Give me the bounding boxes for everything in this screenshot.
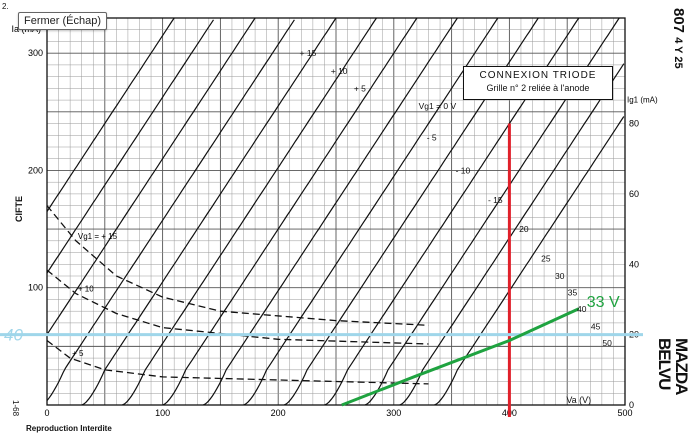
x-tick-label: 500 [617,408,632,418]
grid-current-curve [46,205,429,326]
curve-label: Vg1 = 0 V [419,101,457,111]
y-tick-label: 100 [28,283,43,293]
grid-current-curves [46,205,429,385]
x-axis-label: Va (V) [566,395,591,405]
x-tick-label: 0 [44,408,49,418]
anode-curve [202,17,458,406]
curve-label: 25 [541,253,551,263]
curve-label: - 10 [456,165,471,175]
anode-curve [399,63,625,406]
anode-curve [46,19,215,274]
chart-title: CONNEXION TRIODE [479,70,597,81]
anode-curve [46,19,295,401]
side-label: CIFTE [14,196,24,222]
green-load-line [341,307,580,407]
x-tick-label: 200 [271,408,286,418]
blue-marker-label: 40 [4,326,23,345]
tube-code: 4 Y 25 [672,37,684,69]
grid-current-curve [46,339,429,385]
grid-curve-label: + 10 [78,285,94,294]
green-marker-label: 33 V [587,294,620,311]
curve-label: + 15 [300,48,317,58]
brand-logo: MAZDA BELVU [655,338,690,394]
curve-label: + 5 [354,83,366,93]
connexion-triode-box: CONNEXION TRIODE Grille n° 2 reliée à l'… [463,66,613,100]
anode-curve [243,17,499,406]
anode-curve [81,17,337,406]
anode-curve [121,17,377,406]
curve-label: 35 [568,287,578,297]
anode-curve [46,17,256,335]
y-tick-label: 200 [28,165,43,175]
tube-label: 807 4 Y 25 [670,8,687,69]
curve-label: - 5 [427,133,437,143]
footer-text: Reproduction Interdite [26,424,112,433]
curve-label: + 10 [331,66,348,76]
curve-label: 50 [602,338,612,348]
curve-label: 40 [577,304,587,314]
corner-mark: 2. [2,2,9,11]
anode-curve [434,116,625,406]
close-tooltip[interactable]: Fermer (Échap) [18,12,108,30]
curve-label: 30 [555,271,565,281]
x-tick-label: 300 [386,408,401,418]
y2-axis-label: Ig1 (mA) [627,96,658,105]
y-tick-label: 300 [28,48,43,58]
curve-label: - 15 [488,195,503,205]
y2-tick-label: 40 [629,259,639,269]
curve-label: 45 [591,321,601,331]
y2-tick-label: 60 [629,189,639,199]
grid-curve-label: Vg1 = + 15 [78,232,118,241]
y2-tick-label: 80 [629,119,639,129]
tube-name: 807 [670,8,687,34]
grid-curve-label: + 5 [72,349,84,358]
chart-subtitle: Grille n° 2 reliée à l'anode [486,83,590,93]
x-tick-label: 100 [155,408,170,418]
anode-curve [46,17,175,212]
sheet-code: 1-68 [11,400,20,417]
curve-label: 20 [519,224,529,234]
y2-tick-label: 0 [629,400,634,410]
anode-curve [162,17,418,406]
